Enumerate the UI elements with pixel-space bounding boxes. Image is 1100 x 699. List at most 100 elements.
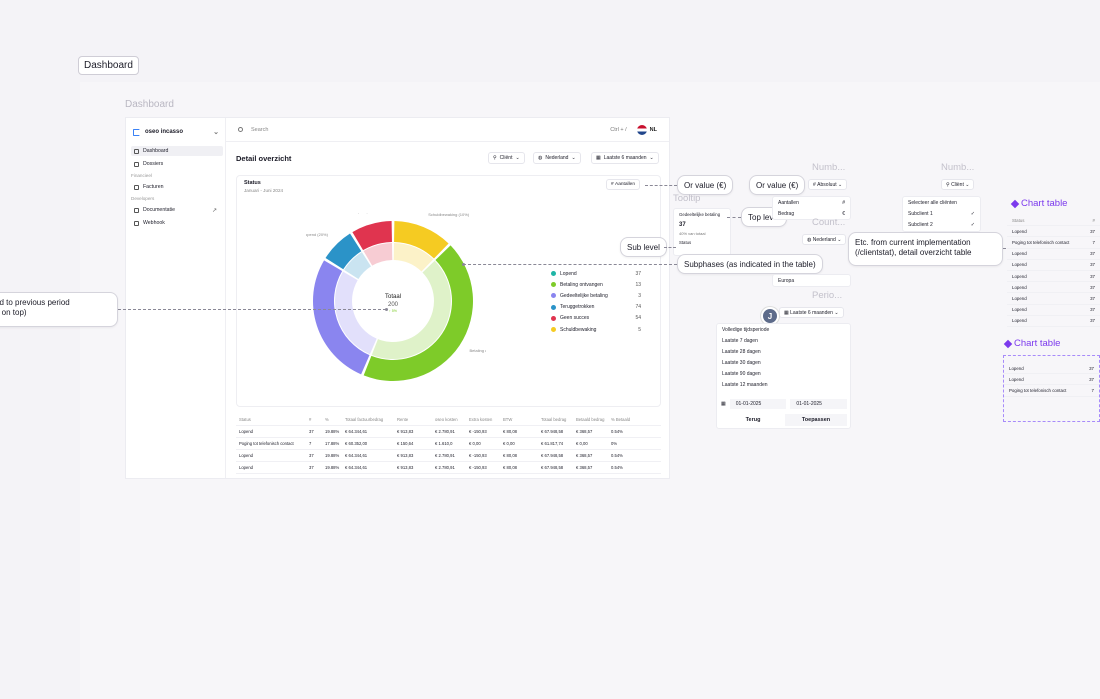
chart-table-row[interactable]: Lopend 37 xyxy=(1007,293,1100,305)
table-cell: € 67.948,58 xyxy=(541,453,564,458)
chart-table-row[interactable]: Lopend 37 xyxy=(1004,363,1099,375)
period-option[interactable]: Laatste 30 dagen xyxy=(722,359,761,366)
period-option[interactable]: Laatste 28 dagen xyxy=(722,348,761,355)
table-header-cell: Totaal bedrag xyxy=(541,417,567,422)
donut-segment[interactable] xyxy=(352,221,392,251)
chart-table-row[interactable]: Lopend 37 xyxy=(1007,282,1100,294)
option-bedrag[interactable]: Bedrag € xyxy=(773,208,850,219)
donut-inner-segment[interactable] xyxy=(335,271,377,355)
legend-dot-icon xyxy=(551,293,556,299)
aantallen-toggle[interactable]: # Aantallen xyxy=(606,179,641,190)
connector-line xyxy=(118,309,386,310)
country-select[interactable]: ◍ Nederland ⌄ xyxy=(802,234,847,245)
back-button[interactable]: Terug xyxy=(745,417,761,423)
chevron-down-icon: ⌄ xyxy=(515,155,520,161)
donut-segment-label: Schuldbewaking (10%) xyxy=(428,213,470,217)
search-input[interactable]: Search xyxy=(251,126,269,133)
period-filter[interactable]: ▦ Laatste 6 maanden ⌄ xyxy=(591,152,659,164)
legend-item[interactable]: Betaling ontvangen 13 xyxy=(551,279,641,290)
donut-segment[interactable] xyxy=(394,221,449,259)
select-all-clients[interactable]: Selecteer alle cliënten xyxy=(908,199,957,206)
date-from-input[interactable]: 01-01-2025 xyxy=(729,399,787,409)
chart-table-row[interactable]: Lopend 37 xyxy=(1007,316,1100,327)
donut-segment[interactable] xyxy=(313,260,370,375)
table-cell: 37 xyxy=(1090,262,1095,268)
table-cell: 37 xyxy=(309,429,314,434)
donut-segment[interactable] xyxy=(363,245,473,382)
table-cell: 7 xyxy=(309,441,312,446)
period-option[interactable]: Laatste 12 maanden xyxy=(722,381,768,388)
sidebar-item-dossiers[interactable]: Dossiers xyxy=(131,159,223,169)
legend-item[interactable]: Schuldbewaking 5 xyxy=(551,324,641,335)
table-cell: € 0,00 xyxy=(503,441,515,446)
detail-table: Status #% Totaal factuurbedrag Rente oseo ko… xyxy=(236,414,661,474)
table-row[interactable]: Lopend 37 19.88% € 64.344,61 € 913,83 € 2.780… xyxy=(236,450,661,462)
table-cell: Lopend xyxy=(1012,262,1027,268)
table-cell: € 80,08 xyxy=(503,429,517,434)
chart-table-row[interactable]: Poging tot telefonisch contact 7 xyxy=(1007,237,1100,249)
sidebar-item-facturen[interactable]: Facturen xyxy=(131,182,223,192)
donut-segment[interactable] xyxy=(325,233,362,270)
client-filter-label: Cliënt xyxy=(499,155,513,161)
table-header-cell: Status xyxy=(239,417,251,422)
table-cell: € 368,57 xyxy=(576,453,593,458)
legend-dot-icon xyxy=(551,271,556,276)
period-select[interactable]: ▦ Laatste 6 maanden ⌄ xyxy=(779,307,844,318)
table-row[interactable]: Poging tot telefonisch contact 7 17.88% € 6… xyxy=(236,438,661,450)
client-option[interactable]: Subclient 2 ✓ xyxy=(903,219,980,230)
component-icon xyxy=(1010,199,1020,208)
topbar: Search Ctrl + / NL xyxy=(226,118,669,142)
legend-item[interactable]: Lopend 37 xyxy=(551,268,641,279)
connector-line xyxy=(645,185,677,186)
donut-inner-segment[interactable] xyxy=(363,243,393,266)
donut-inner-segment[interactable] xyxy=(344,252,371,279)
sidebar-item-documentatie[interactable]: Documentatie ↗ xyxy=(131,205,223,215)
chart-table-row[interactable]: Lopend 37 xyxy=(1007,305,1100,316)
period-option[interactable]: Laatste 7 dagen xyxy=(722,337,758,344)
option-europa[interactable]: Europa xyxy=(778,277,795,284)
table-header-cell: Status xyxy=(1012,217,1025,223)
country-filter[interactable]: ◍ Nederland ⌄ xyxy=(533,152,581,164)
chart-table-row[interactable]: Lopend 37 xyxy=(1007,260,1100,271)
apply-button[interactable]: Toepassen xyxy=(785,414,847,426)
table-cell: 37 xyxy=(1090,228,1095,234)
table-cell: Lopend xyxy=(1012,307,1027,313)
sidebar-item-webhook[interactable]: Webhook xyxy=(131,218,223,228)
legend-item[interactable]: Gedeeltelijke betaling 3 xyxy=(551,290,641,301)
sidebar-item-dashboard[interactable]: Dashboard xyxy=(131,146,223,156)
client-filter[interactable]: ⚲ Cliënt ⌄ xyxy=(488,152,525,164)
period-dropdown: Volledige tijdsperiode Laatste 7 dagen Laa… xyxy=(716,323,851,429)
brand-switcher[interactable]: oseo incasso ⌄ xyxy=(133,124,219,140)
table-cell: 37 xyxy=(1089,376,1094,382)
period-option[interactable]: Volledige tijdsperiode xyxy=(722,326,770,333)
table-cell: Poging tot telefonisch contact xyxy=(1009,387,1067,393)
chart-table-row[interactable]: Poging tot telefonisch contact 7 xyxy=(1004,385,1099,397)
language-select[interactable]: NL xyxy=(649,126,657,133)
chart-table-row[interactable]: Lopend 37 xyxy=(1007,249,1100,260)
chart-table-row[interactable]: Lopend 37 xyxy=(1007,271,1100,283)
date-to-input[interactable]: 01-01-2025 xyxy=(790,399,848,409)
option-aantallen[interactable]: Aantallen # xyxy=(773,197,850,208)
period-section-label: Perio... xyxy=(812,290,843,301)
frame-tag[interactable]: Dashboard xyxy=(78,56,139,75)
client-select[interactable]: ⚲ Cliënt ⌄ xyxy=(941,179,975,190)
legend-item[interactable]: Geen succes 54 xyxy=(551,313,641,324)
absoluut-label: Absoluut xyxy=(817,181,837,188)
absoluut-toggle[interactable]: # Absoluut ⌄ xyxy=(808,179,848,190)
table-row[interactable]: Lopend 37 19.88% € 64.344,61 € 913,83 € 2.780… xyxy=(236,462,661,474)
donut-inner-segment[interactable] xyxy=(393,243,434,272)
client-dropdown: Selecteer alle cliënten Subclient 1 ✓ Sub… xyxy=(902,196,981,232)
page-title: Detail overzicht xyxy=(236,154,292,163)
table-row[interactable]: Lopend 37 19.88% € 64.344,61 € 913,83 € 2.780… xyxy=(236,426,661,438)
client-option[interactable]: Subclient 1 ✓ xyxy=(903,208,980,219)
annotation-previous-period: ed to previous period d on top) xyxy=(0,292,118,327)
flag-nl-icon[interactable] xyxy=(636,124,647,135)
chart-table-row[interactable]: Lopend 37 xyxy=(1004,374,1099,386)
table-cell: 37 xyxy=(309,453,314,458)
chart-table-row[interactable]: Lopend 37 xyxy=(1007,226,1100,238)
chevron-down-icon: ⌄ xyxy=(836,181,843,188)
sidebar: oseo incasso ⌄ Dashboard Dossiers Financ… xyxy=(126,118,226,478)
period-option[interactable]: Laatste 90 dagen xyxy=(722,370,761,377)
legend-item[interactable]: Teruggetrokken 74 xyxy=(551,302,641,313)
donut-inner-segment[interactable] xyxy=(371,260,451,359)
